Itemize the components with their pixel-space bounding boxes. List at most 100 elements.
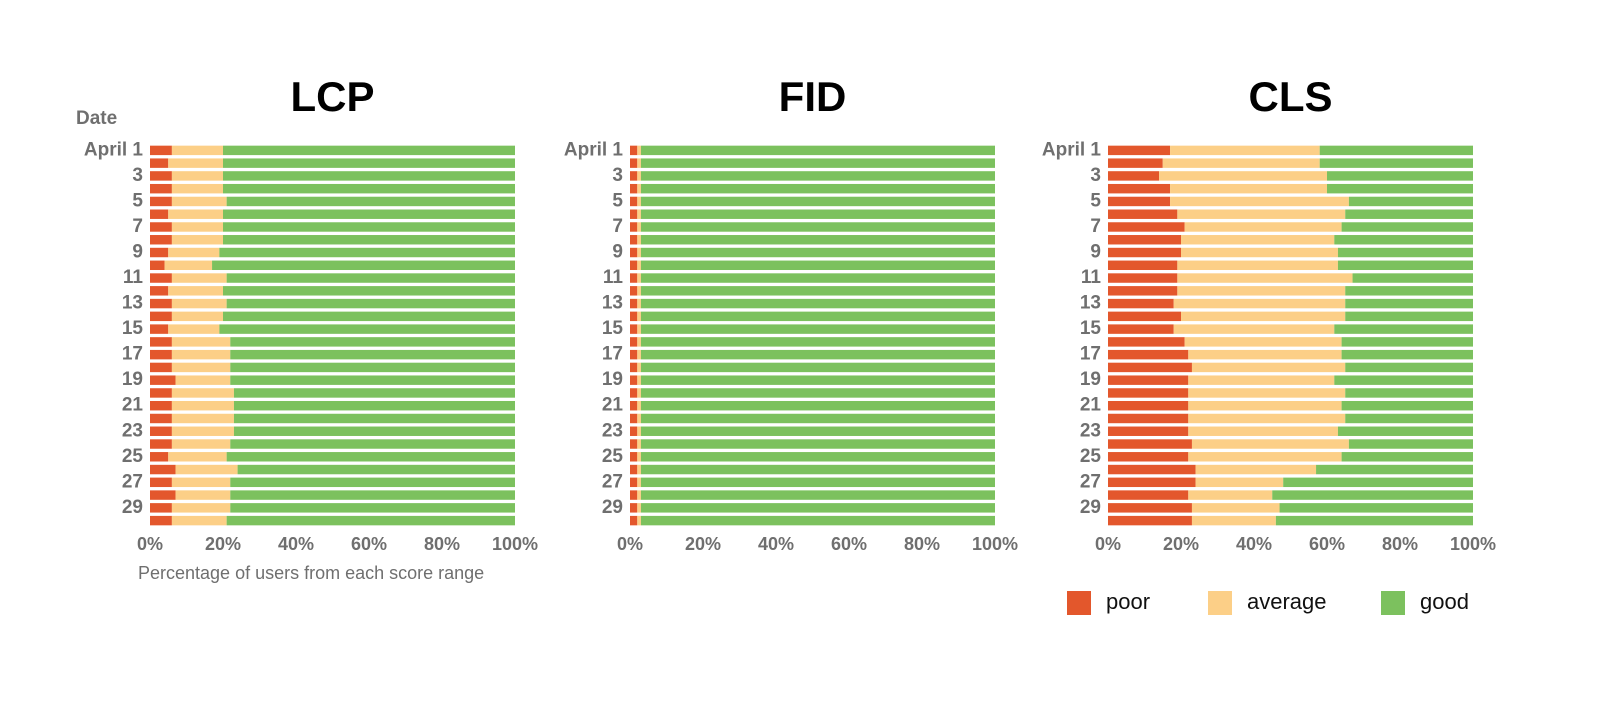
bar-segment <box>223 286 515 296</box>
bar-segment <box>1341 349 1473 360</box>
x-tick-label: 40% <box>1236 534 1272 554</box>
y-tick-label: 19 <box>602 369 623 390</box>
bar-segment <box>1108 439 1192 449</box>
y-tick-label: 3 <box>612 165 623 186</box>
bar-segment <box>1195 464 1317 475</box>
y-tick-label: 13 <box>122 293 143 314</box>
bar-segment <box>1181 247 1338 258</box>
y-tick-label: 5 <box>1090 190 1101 211</box>
legend-swatch <box>1381 591 1405 615</box>
y-tick-label: 17 <box>122 344 143 365</box>
bar-segment <box>226 196 515 207</box>
bar-segment <box>150 464 176 475</box>
bar-segment <box>640 209 995 219</box>
bar-segment <box>640 183 995 194</box>
bar-segment <box>637 311 641 322</box>
y-tick-label: 23 <box>1080 420 1101 441</box>
bar-segment <box>175 464 238 475</box>
bar-segment <box>640 196 995 207</box>
bar-segment <box>226 298 515 309</box>
bar-segment <box>1108 158 1163 168</box>
bar-segment <box>171 145 223 156</box>
chart-title: FID <box>779 73 847 120</box>
bar-segment <box>237 464 515 475</box>
bar-segment <box>640 247 995 258</box>
bar-segment <box>640 298 995 309</box>
bar-segment <box>640 426 995 436</box>
bar-segment <box>1108 298 1174 309</box>
y-tick-label: 23 <box>122 420 143 441</box>
bar-segment <box>230 503 516 513</box>
bar-segment <box>1316 464 1473 475</box>
bar-segment <box>1279 503 1473 513</box>
y-tick-label: 29 <box>122 497 143 518</box>
x-tick-label: 100% <box>972 534 1018 554</box>
bar-segment <box>171 439 231 449</box>
bar-segment <box>640 515 995 526</box>
bar-segment <box>1108 349 1189 360</box>
bar-segment <box>630 515 638 526</box>
y-tick-label: 5 <box>132 190 143 211</box>
x-tick-label: 0% <box>137 534 163 554</box>
bar-segment <box>1170 196 1349 207</box>
x-tick-label: 100% <box>492 534 538 554</box>
bar-segment <box>150 324 169 334</box>
y-tick-label: 11 <box>1081 267 1102 288</box>
bar-segment <box>1108 311 1181 322</box>
bar-segment <box>637 413 641 424</box>
bar-segment <box>630 324 638 334</box>
y-tick-label: 15 <box>602 318 624 339</box>
y-tick-label: 11 <box>603 267 624 288</box>
y-tick-label: 25 <box>602 446 624 467</box>
bar-segment <box>1188 452 1342 462</box>
bar-segment <box>640 349 995 360</box>
bar-segment <box>1108 452 1189 462</box>
bar-segment <box>640 400 995 411</box>
bar-segment <box>150 439 172 449</box>
bar-segment <box>171 362 231 373</box>
bar-segment <box>637 426 641 436</box>
bar-segment <box>223 171 515 181</box>
bar-segment <box>1191 439 1349 449</box>
bar-segment <box>640 452 995 462</box>
bar-segment <box>1337 247 1473 258</box>
bar-segment <box>637 196 641 207</box>
bar-segment <box>1327 183 1473 194</box>
bar-segment <box>150 183 172 194</box>
bar-segment <box>637 490 641 500</box>
legend-swatch <box>1067 591 1091 615</box>
bar-segment <box>637 183 641 194</box>
bar-segment <box>1184 222 1342 232</box>
bar-segment <box>226 515 515 526</box>
bar-segment <box>150 222 172 232</box>
y-tick-label: 5 <box>612 190 623 211</box>
bar-segment <box>230 477 516 488</box>
x-tick-label: 60% <box>831 534 867 554</box>
bar-segment <box>1195 477 1284 488</box>
bar-segment <box>640 286 995 296</box>
bar-segment <box>150 209 169 219</box>
bar-segment <box>233 413 515 424</box>
chart-title: CLS <box>1249 73 1333 120</box>
bar-segment <box>630 349 638 360</box>
y-tick-label: 9 <box>612 242 623 263</box>
x-tick-label: 0% <box>617 534 643 554</box>
bar-segment <box>1108 426 1189 436</box>
legend-label: average <box>1247 589 1327 614</box>
legend-swatch <box>1208 591 1232 615</box>
bar-segment <box>150 362 172 373</box>
bar-segment <box>1108 490 1189 500</box>
y-tick-label: April 1 <box>1042 139 1102 160</box>
y-tick-label: 23 <box>602 420 623 441</box>
x-tick-label: 40% <box>758 534 794 554</box>
bar-segment <box>637 362 641 373</box>
bar-segment <box>219 247 515 258</box>
bar-segment <box>637 273 641 283</box>
bar-segment <box>171 311 223 322</box>
bar-segment <box>171 349 231 360</box>
bar-segment <box>150 388 172 398</box>
y-tick-label: 21 <box>602 395 624 416</box>
bar-segment <box>630 337 638 347</box>
bar-segment <box>219 324 515 334</box>
